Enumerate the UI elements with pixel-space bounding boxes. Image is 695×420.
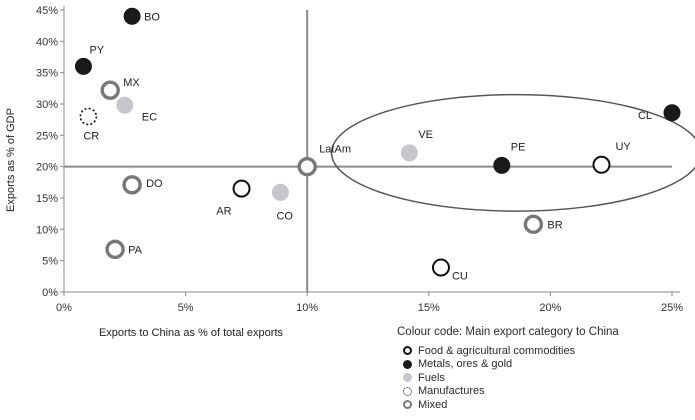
y-tick-label: 30% <box>36 99 58 111</box>
point-label-latam: LatAm <box>319 144 351 156</box>
data-point-cr <box>79 107 98 126</box>
legend-marker-food <box>403 346 412 356</box>
legend-label-food: Food & agricultural commodities <box>418 344 576 357</box>
x-tick-label: 25% <box>661 302 683 314</box>
y-tick-label: 20% <box>36 162 58 174</box>
legend-marker-mixed <box>403 400 412 410</box>
point-label-pe: PE <box>511 141 526 153</box>
data-point-py <box>74 57 92 75</box>
legend-item-fuels: Fuels <box>397 371 687 385</box>
x-tick-label: 10% <box>296 302 318 314</box>
legend-label-mixed: Mixed <box>418 398 448 411</box>
data-point-ve <box>400 144 418 162</box>
data-point-latam <box>297 156 317 177</box>
point-label-bo: BO <box>144 11 160 23</box>
legend-label-manufactures: Manufactures <box>418 385 485 398</box>
reference-lines <box>64 10 672 292</box>
point-label-cl: CL <box>638 110 652 122</box>
data-point-co <box>271 183 289 201</box>
point-label-mx: MX <box>123 77 140 89</box>
data-point-ec <box>116 96 134 114</box>
data-points <box>74 7 681 277</box>
legend-item-metals: Metals, ores & gold <box>397 358 687 372</box>
y-tick-label: 10% <box>36 224 58 236</box>
point-label-ve: VE <box>418 129 433 141</box>
legend-label-metals: Metals, ores & gold <box>418 358 513 371</box>
legend-marker-fuels <box>403 373 412 383</box>
axes: 0% 5% 10% 15% 20% 25% 30% 35% 40% 45% 0% 5% 10% 15% 20… <box>36 5 683 314</box>
data-point-br <box>523 214 544 235</box>
legend-marker-manufactures <box>403 386 412 396</box>
x-axis-title: Exports to China as % of total exports <box>99 327 284 339</box>
y-tick-label: 40% <box>36 36 58 48</box>
data-point-do <box>122 175 142 195</box>
data-point-ar <box>232 179 251 198</box>
x-tick-label: 5% <box>178 302 194 314</box>
legend: Colour code: Main export category to Chi… <box>397 326 687 412</box>
y-tick-label: 35% <box>36 68 58 80</box>
highlight-ellipse <box>330 93 695 212</box>
legend-item-mixed: Mixed <box>397 398 687 412</box>
data-point-pe <box>493 156 511 174</box>
x-tick-label: 0% <box>56 302 72 314</box>
legend-items: Food & agricultural commodities Metals, o… <box>397 344 687 412</box>
point-label-ec: EC <box>142 111 157 123</box>
data-point-uy <box>592 155 611 174</box>
point-label-uy: UY <box>615 141 631 153</box>
y-tick-label: 45% <box>36 5 58 17</box>
data-point-mx <box>100 80 120 100</box>
data-point-bo <box>123 7 141 25</box>
point-labels: BO PY MX EC CR DO AR CO PA LatAm VE PE UY CL BR CU <box>83 11 652 282</box>
data-point-cl <box>663 104 681 122</box>
highlight-ellipse-layer <box>330 93 695 212</box>
data-point-cu <box>431 258 450 277</box>
y-tick-label: 5% <box>42 256 58 268</box>
point-label-py: PY <box>89 44 104 56</box>
x-tick-label: 20% <box>539 302 561 314</box>
data-point-pa <box>105 239 125 260</box>
y-tick-label: 15% <box>36 193 58 205</box>
y-tick-label: 25% <box>36 130 58 142</box>
point-label-br: BR <box>547 219 562 231</box>
legend-item-manufactures: Manufactures <box>397 385 687 399</box>
point-label-cr: CR <box>83 131 99 143</box>
point-label-pa: PA <box>128 244 143 256</box>
legend-marker-metals <box>403 359 412 369</box>
legend-label-fuels: Fuels <box>418 371 445 384</box>
y-tick-label: 0% <box>42 287 58 299</box>
point-label-co: CO <box>276 210 293 222</box>
x-tick-label: 15% <box>418 302 440 314</box>
point-label-ar: AR <box>216 206 231 218</box>
legend-item-food: Food & agricultural commodities <box>397 344 687 358</box>
point-label-cu: CU <box>452 271 468 283</box>
legend-title: Colour code: Main export category to Chi… <box>397 326 619 338</box>
y-axis-title: Exports as % of GDP <box>5 108 17 212</box>
point-label-do: DO <box>146 178 163 190</box>
